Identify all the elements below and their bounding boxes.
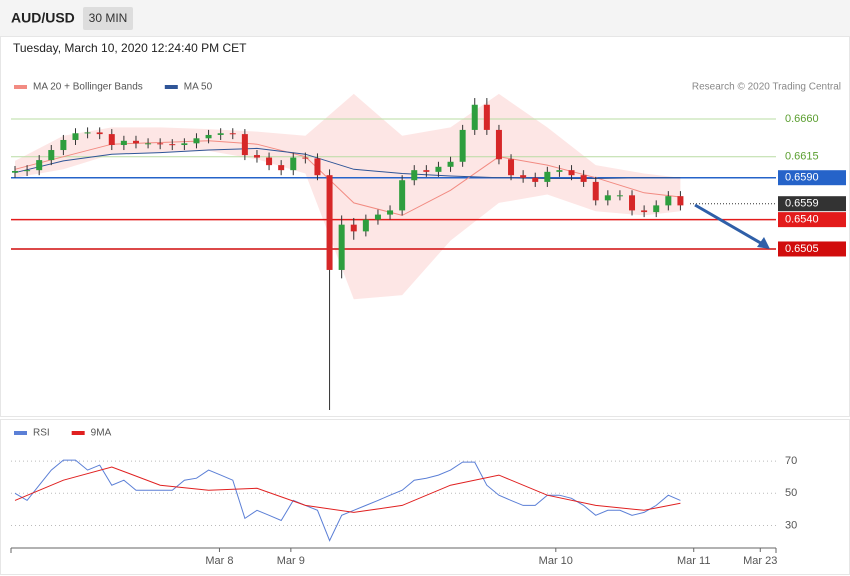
candle-body bbox=[36, 160, 43, 171]
candle-body bbox=[362, 219, 369, 232]
candle-body bbox=[314, 158, 321, 176]
candle-body bbox=[423, 170, 430, 172]
candle-body bbox=[241, 134, 248, 156]
x-tick-label: Mar 11 bbox=[677, 555, 710, 567]
candle-body bbox=[544, 171, 551, 182]
candle-body bbox=[278, 165, 285, 171]
level-box bbox=[778, 212, 846, 228]
candle-body bbox=[520, 175, 527, 178]
y-tick-label: 30 bbox=[785, 519, 797, 531]
candle-body bbox=[11, 170, 18, 173]
level-box bbox=[778, 241, 846, 257]
candle-body bbox=[169, 144, 176, 146]
level-label: 0.6540 bbox=[785, 214, 819, 226]
candle-body bbox=[435, 166, 442, 172]
legend-swatch bbox=[71, 431, 85, 435]
candle-body bbox=[508, 159, 515, 176]
candle-body bbox=[108, 134, 115, 146]
candle-body bbox=[641, 210, 648, 213]
level-label: 0.6615 bbox=[785, 151, 819, 163]
symbol: AUD/USD bbox=[11, 10, 75, 26]
y-tick-label: 50 bbox=[785, 487, 797, 499]
candle-body bbox=[181, 143, 188, 146]
candle-body bbox=[616, 195, 623, 197]
x-tick-label: Mar 9 bbox=[277, 555, 305, 567]
candle-body bbox=[677, 196, 684, 206]
candle-body bbox=[302, 157, 309, 159]
candle-body bbox=[471, 104, 478, 130]
candle-body bbox=[24, 170, 31, 172]
candle-body bbox=[387, 210, 394, 215]
forecast-arrow bbox=[694, 203, 765, 247]
candle-body bbox=[665, 196, 672, 206]
header-bar bbox=[0, 0, 850, 36]
legend-swatch bbox=[164, 85, 178, 89]
legend-label: RSI bbox=[33, 428, 50, 439]
candle-body bbox=[326, 175, 333, 270]
candle-body bbox=[145, 143, 152, 145]
moving-average bbox=[14, 140, 681, 216]
legend-swatch bbox=[14, 85, 27, 89]
candle-body bbox=[217, 133, 224, 135]
candle-body bbox=[556, 170, 563, 172]
legend-label: 9MA bbox=[91, 428, 112, 439]
candle-body bbox=[568, 170, 575, 176]
level-box bbox=[778, 196, 846, 212]
candle-body bbox=[411, 170, 418, 181]
candle-body bbox=[653, 205, 660, 213]
candle-body bbox=[483, 104, 490, 130]
candle-body bbox=[48, 150, 55, 161]
y-tick-label: 70 bbox=[785, 455, 797, 467]
candle-body bbox=[60, 139, 67, 151]
level-label: 0.6505 bbox=[785, 243, 819, 255]
legend-label: MA 20 + Bollinger Bands bbox=[33, 82, 143, 93]
candle-body bbox=[266, 157, 273, 166]
indicator-line bbox=[14, 459, 681, 542]
indicator-line bbox=[14, 466, 681, 513]
candle-body bbox=[157, 143, 164, 145]
forecast-arrow-head bbox=[757, 237, 770, 249]
candle-body bbox=[290, 157, 297, 171]
level-box bbox=[778, 170, 846, 186]
x-tick-label: Mar 8 bbox=[205, 555, 233, 567]
candle-body bbox=[592, 181, 599, 201]
level-label: 0.6660 bbox=[785, 113, 819, 125]
candle-body bbox=[96, 132, 103, 135]
candle-body bbox=[580, 175, 587, 182]
credit: Research © 2020 Trading Central bbox=[692, 82, 841, 93]
level-label: 0.6590 bbox=[785, 172, 819, 184]
x-tick-label: Mar 10 bbox=[539, 555, 573, 567]
candle-body bbox=[447, 161, 454, 167]
candle-body bbox=[193, 138, 200, 144]
candle-body bbox=[629, 195, 636, 211]
level-label: 0.6559 bbox=[785, 198, 819, 210]
timeframe-box bbox=[83, 7, 133, 30]
date: Tuesday, March 10, 2020 12:24:40 PM CET bbox=[13, 41, 247, 55]
candle-body bbox=[532, 177, 539, 182]
candle-body bbox=[495, 129, 502, 160]
legend-swatch bbox=[14, 431, 27, 435]
x-tick-label: Mar 23 bbox=[743, 555, 777, 567]
candle-body bbox=[72, 133, 79, 140]
timeframe: 30 MIN bbox=[89, 11, 128, 25]
candle-body bbox=[338, 224, 345, 270]
legend-label: MA 50 bbox=[184, 82, 213, 93]
candle-body bbox=[374, 214, 381, 220]
candle-body bbox=[459, 129, 466, 162]
candle-body bbox=[132, 140, 139, 144]
candle-body bbox=[399, 180, 406, 211]
candle-body bbox=[120, 140, 127, 146]
moving-average bbox=[14, 147, 681, 179]
candle-body bbox=[604, 195, 611, 201]
candle-body bbox=[253, 155, 260, 158]
candle-body bbox=[84, 132, 91, 134]
candle-body bbox=[229, 133, 236, 135]
candle-body bbox=[350, 224, 357, 232]
candle-body bbox=[205, 134, 212, 139]
